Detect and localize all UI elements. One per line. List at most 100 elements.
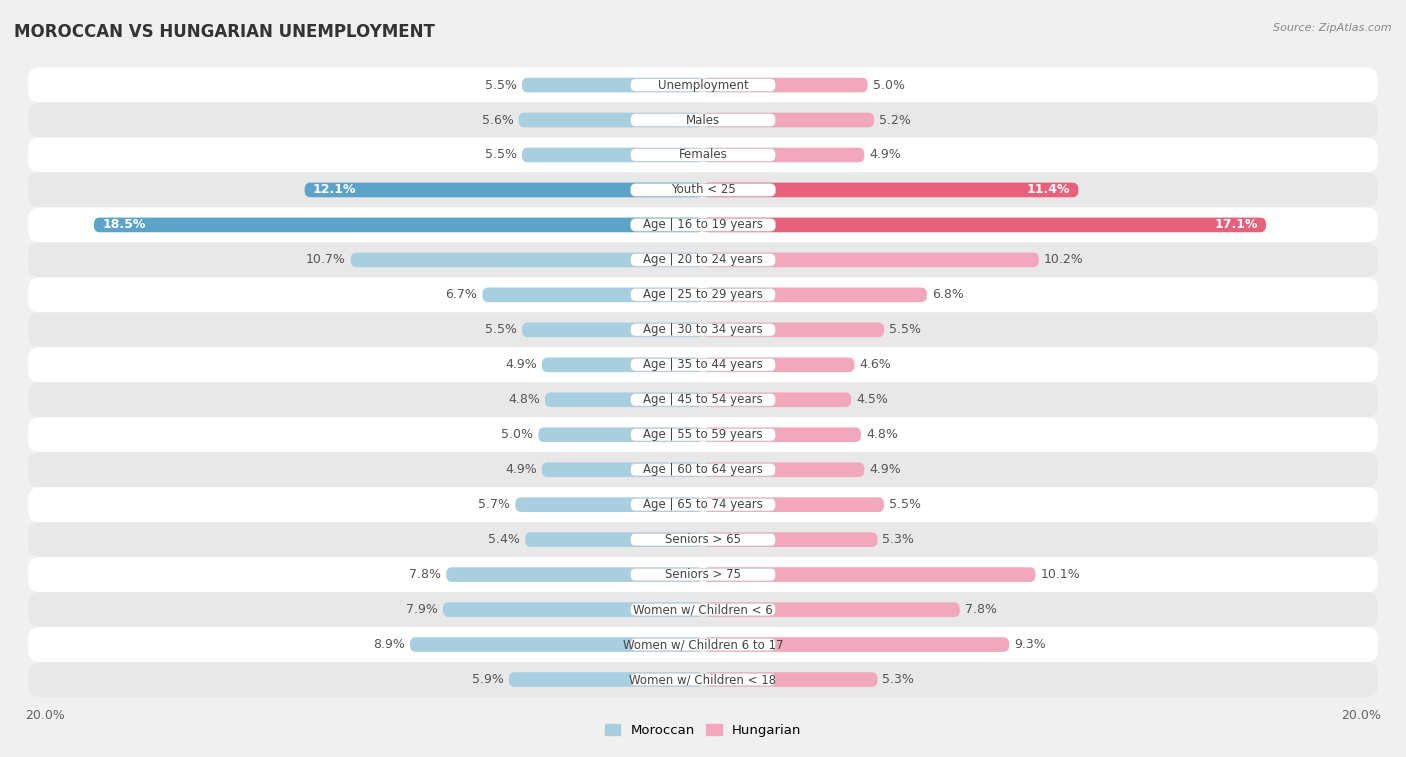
FancyBboxPatch shape [630,359,776,371]
Text: Seniors > 65: Seniors > 65 [665,533,741,546]
Text: Source: ZipAtlas.com: Source: ZipAtlas.com [1274,23,1392,33]
FancyBboxPatch shape [541,357,703,372]
Text: 4.8%: 4.8% [508,394,540,407]
Text: 6.7%: 6.7% [446,288,478,301]
FancyBboxPatch shape [509,672,703,687]
Text: Unemployment: Unemployment [658,79,748,92]
Text: 6.8%: 6.8% [932,288,963,301]
Text: 11.4%: 11.4% [1026,183,1070,197]
FancyBboxPatch shape [703,148,865,162]
FancyBboxPatch shape [350,253,703,267]
Text: 4.8%: 4.8% [866,428,898,441]
FancyBboxPatch shape [630,534,776,546]
Text: 4.6%: 4.6% [859,358,891,371]
FancyBboxPatch shape [94,217,703,232]
FancyBboxPatch shape [703,603,960,617]
Text: Males: Males [686,114,720,126]
Text: 7.8%: 7.8% [965,603,997,616]
Text: 5.0%: 5.0% [502,428,533,441]
FancyBboxPatch shape [630,498,776,511]
Text: 10.1%: 10.1% [1040,568,1080,581]
Text: 5.3%: 5.3% [883,533,914,546]
FancyBboxPatch shape [630,394,776,406]
Text: Age | 65 to 74 years: Age | 65 to 74 years [643,498,763,511]
FancyBboxPatch shape [28,662,1378,697]
FancyBboxPatch shape [443,603,703,617]
FancyBboxPatch shape [28,417,1378,452]
Text: 7.8%: 7.8% [409,568,441,581]
FancyBboxPatch shape [630,463,776,476]
FancyBboxPatch shape [630,638,776,651]
FancyBboxPatch shape [703,322,884,337]
Text: 5.5%: 5.5% [485,148,517,161]
FancyBboxPatch shape [630,114,776,126]
FancyBboxPatch shape [703,217,1265,232]
FancyBboxPatch shape [28,138,1378,173]
FancyBboxPatch shape [516,497,703,512]
Text: 5.5%: 5.5% [889,323,921,336]
Text: Age | 55 to 59 years: Age | 55 to 59 years [643,428,763,441]
Text: 4.9%: 4.9% [505,463,537,476]
Text: Seniors > 75: Seniors > 75 [665,568,741,581]
FancyBboxPatch shape [703,113,875,127]
Text: 4.9%: 4.9% [505,358,537,371]
FancyBboxPatch shape [703,463,865,477]
FancyBboxPatch shape [28,173,1378,207]
FancyBboxPatch shape [522,78,703,92]
FancyBboxPatch shape [28,207,1378,242]
FancyBboxPatch shape [28,627,1378,662]
FancyBboxPatch shape [630,184,776,196]
FancyBboxPatch shape [28,382,1378,417]
FancyBboxPatch shape [538,428,703,442]
FancyBboxPatch shape [541,463,703,477]
Text: 5.7%: 5.7% [478,498,510,511]
Text: Age | 60 to 64 years: Age | 60 to 64 years [643,463,763,476]
FancyBboxPatch shape [703,357,855,372]
FancyBboxPatch shape [411,637,703,652]
FancyBboxPatch shape [28,242,1378,277]
FancyBboxPatch shape [446,567,703,582]
Text: 4.9%: 4.9% [869,148,901,161]
Text: 8.9%: 8.9% [373,638,405,651]
FancyBboxPatch shape [703,567,1035,582]
Text: 4.9%: 4.9% [869,463,901,476]
FancyBboxPatch shape [519,113,703,127]
Text: 9.3%: 9.3% [1014,638,1046,651]
FancyBboxPatch shape [703,392,851,407]
FancyBboxPatch shape [28,277,1378,313]
Text: Age | 20 to 24 years: Age | 20 to 24 years [643,254,763,266]
FancyBboxPatch shape [630,603,776,616]
Text: 12.1%: 12.1% [314,183,356,197]
FancyBboxPatch shape [28,452,1378,488]
FancyBboxPatch shape [703,182,1078,198]
FancyBboxPatch shape [630,288,776,301]
Text: 5.5%: 5.5% [485,79,517,92]
FancyBboxPatch shape [703,288,927,302]
FancyBboxPatch shape [703,253,1039,267]
Text: Females: Females [679,148,727,161]
FancyBboxPatch shape [630,428,776,441]
FancyBboxPatch shape [703,532,877,547]
Text: Women w/ Children < 6: Women w/ Children < 6 [633,603,773,616]
FancyBboxPatch shape [522,322,703,337]
FancyBboxPatch shape [546,392,703,407]
FancyBboxPatch shape [703,672,877,687]
FancyBboxPatch shape [28,313,1378,347]
Text: 10.2%: 10.2% [1043,254,1084,266]
FancyBboxPatch shape [703,78,868,92]
FancyBboxPatch shape [522,148,703,162]
FancyBboxPatch shape [703,497,884,512]
Text: 5.4%: 5.4% [488,533,520,546]
Text: 5.9%: 5.9% [472,673,503,686]
FancyBboxPatch shape [28,557,1378,592]
Legend: Moroccan, Hungarian: Moroccan, Hungarian [599,719,807,743]
Text: Women w/ Children < 18: Women w/ Children < 18 [630,673,776,686]
FancyBboxPatch shape [630,219,776,231]
Text: Women w/ Children 6 to 17: Women w/ Children 6 to 17 [623,638,783,651]
FancyBboxPatch shape [526,532,703,547]
Text: 5.6%: 5.6% [482,114,513,126]
FancyBboxPatch shape [630,254,776,266]
Text: Age | 16 to 19 years: Age | 16 to 19 years [643,219,763,232]
Text: 5.5%: 5.5% [889,498,921,511]
Text: MOROCCAN VS HUNGARIAN UNEMPLOYMENT: MOROCCAN VS HUNGARIAN UNEMPLOYMENT [14,23,434,41]
